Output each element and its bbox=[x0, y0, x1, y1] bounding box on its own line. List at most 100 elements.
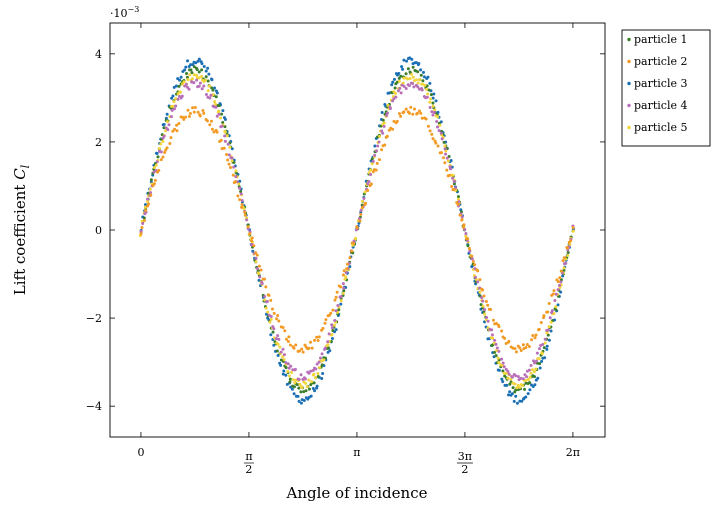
data-point bbox=[540, 359, 544, 363]
data-point bbox=[282, 357, 286, 361]
legend: particle 1 particle 2 particle 3 particle 4… bbox=[621, 29, 711, 147]
data-point bbox=[548, 316, 552, 320]
data-point bbox=[282, 369, 286, 373]
data-point bbox=[263, 277, 267, 281]
data-point bbox=[292, 346, 296, 350]
data-point bbox=[140, 226, 144, 230]
data-point bbox=[240, 205, 244, 209]
data-point bbox=[159, 142, 163, 146]
data-point bbox=[493, 350, 497, 354]
data-point bbox=[208, 96, 212, 100]
data-point bbox=[521, 383, 525, 387]
data-point bbox=[543, 356, 547, 360]
data-point bbox=[186, 59, 190, 63]
data-point bbox=[552, 289, 556, 293]
data-point bbox=[564, 261, 568, 265]
y-tick-label: 4 bbox=[95, 48, 102, 61]
data-point bbox=[382, 121, 386, 125]
data-point bbox=[285, 382, 289, 386]
data-point bbox=[309, 383, 313, 387]
data-point bbox=[341, 291, 345, 295]
data-point bbox=[169, 136, 173, 140]
data-point bbox=[220, 124, 224, 128]
data-point bbox=[433, 108, 437, 112]
data-point bbox=[237, 182, 241, 186]
y-scale-factor: ·10−3 bbox=[110, 5, 139, 20]
data-point bbox=[419, 73, 423, 77]
data-point bbox=[489, 307, 493, 311]
data-point bbox=[393, 86, 397, 90]
data-point bbox=[373, 153, 377, 157]
data-point bbox=[208, 123, 212, 127]
data-point bbox=[525, 375, 529, 379]
legend-marker bbox=[627, 81, 631, 86]
data-point bbox=[431, 101, 435, 105]
data-point bbox=[220, 147, 224, 151]
data-point bbox=[270, 307, 274, 311]
data-point bbox=[153, 178, 157, 182]
data-point bbox=[443, 161, 447, 165]
data-point bbox=[276, 314, 280, 318]
data-point bbox=[523, 387, 527, 391]
data-point bbox=[416, 85, 420, 89]
data-point bbox=[431, 104, 435, 108]
data-point bbox=[417, 62, 421, 66]
data-point bbox=[425, 95, 429, 99]
data-point bbox=[239, 192, 243, 196]
x-tick-label-0: 0 bbox=[137, 446, 144, 459]
data-point bbox=[269, 298, 273, 302]
data-point bbox=[383, 143, 387, 147]
data-point bbox=[559, 269, 563, 273]
data-point bbox=[386, 103, 390, 107]
data-point bbox=[531, 334, 535, 338]
data-point bbox=[326, 340, 330, 344]
data-point bbox=[307, 378, 311, 382]
data-point bbox=[515, 401, 519, 405]
data-point bbox=[288, 377, 292, 381]
data-point bbox=[366, 188, 370, 192]
data-point bbox=[248, 232, 252, 236]
data-point bbox=[170, 96, 174, 100]
data-point bbox=[520, 399, 524, 403]
data-point bbox=[173, 127, 177, 131]
data-point bbox=[195, 73, 199, 77]
data-point bbox=[545, 344, 549, 348]
data-point bbox=[321, 326, 325, 330]
data-point bbox=[331, 329, 335, 333]
legend-marker bbox=[627, 125, 631, 130]
data-point bbox=[250, 236, 254, 240]
data-point bbox=[182, 80, 186, 84]
data-point bbox=[266, 310, 270, 314]
data-point bbox=[470, 254, 474, 258]
data-point bbox=[436, 125, 440, 129]
data-point bbox=[215, 91, 219, 95]
data-point bbox=[281, 347, 285, 351]
data-point bbox=[391, 94, 395, 98]
data-point bbox=[165, 146, 169, 150]
data-point bbox=[227, 153, 231, 157]
data-point bbox=[289, 364, 293, 368]
data-point bbox=[243, 210, 247, 214]
data-point bbox=[411, 65, 415, 69]
data-point bbox=[242, 207, 246, 211]
data-point bbox=[525, 342, 529, 346]
data-point bbox=[149, 193, 153, 197]
data-point bbox=[264, 306, 268, 310]
legend-marker bbox=[627, 103, 631, 108]
data-point bbox=[279, 350, 283, 354]
data-point bbox=[142, 216, 146, 220]
data-point bbox=[445, 156, 449, 160]
data-point bbox=[550, 309, 554, 313]
y-tick-label: 2 bbox=[95, 136, 102, 149]
data-point bbox=[514, 374, 518, 378]
data-point bbox=[312, 381, 316, 385]
data-point bbox=[275, 317, 279, 321]
data-point bbox=[291, 368, 295, 372]
data-point bbox=[217, 112, 221, 116]
data-point bbox=[146, 197, 150, 201]
data-point bbox=[263, 298, 267, 302]
data-point bbox=[380, 111, 384, 115]
data-point bbox=[527, 345, 531, 349]
data-point bbox=[369, 173, 373, 176]
data-point bbox=[440, 137, 444, 141]
